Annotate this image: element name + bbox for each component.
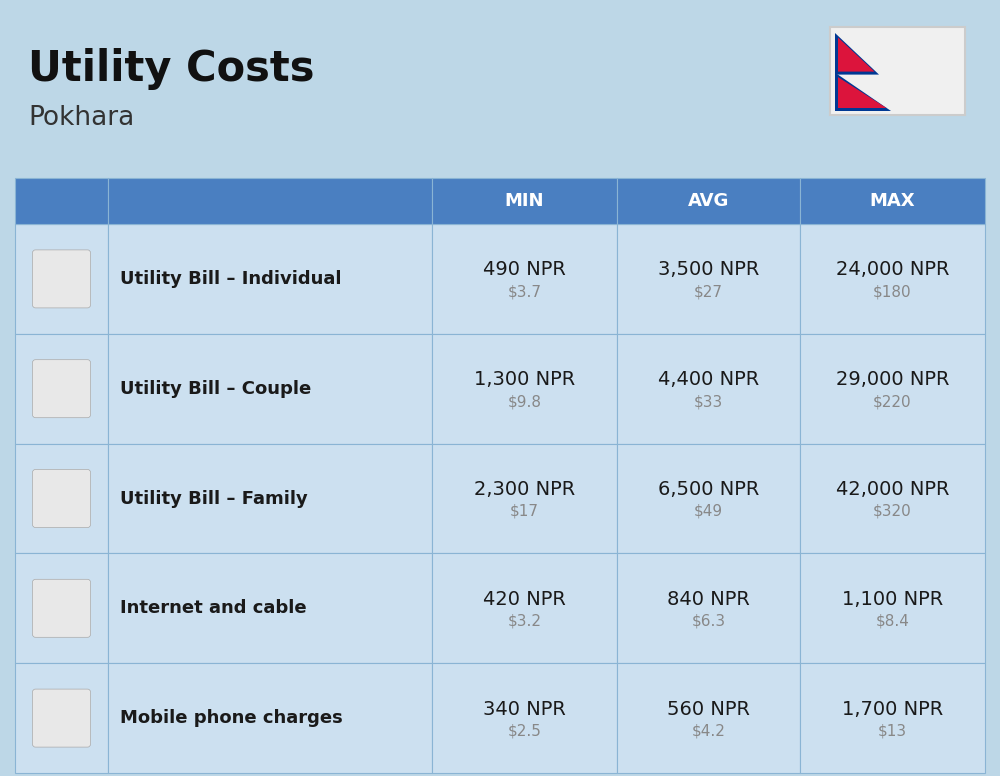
Bar — [15, 178, 108, 224]
Text: 3,500 NPR: 3,500 NPR — [658, 261, 759, 279]
Text: 420 NPR: 420 NPR — [483, 590, 566, 609]
Text: $2.5: $2.5 — [508, 723, 541, 739]
Text: Utility Costs: Utility Costs — [28, 48, 314, 90]
Text: Mobile phone charges: Mobile phone charges — [120, 709, 343, 727]
Text: $13: $13 — [878, 723, 907, 739]
Text: $49: $49 — [694, 504, 723, 519]
Text: Utility Bill – Individual: Utility Bill – Individual — [120, 270, 342, 288]
Bar — [15, 444, 108, 553]
Bar — [617, 444, 800, 553]
Bar — [108, 334, 432, 444]
Bar — [108, 553, 432, 663]
Text: $220: $220 — [873, 394, 912, 409]
Bar — [108, 224, 432, 334]
Bar — [800, 663, 985, 773]
Text: $17: $17 — [510, 504, 539, 519]
Text: 1,100 NPR: 1,100 NPR — [842, 590, 943, 609]
Text: AVG: AVG — [688, 192, 729, 210]
Text: $320: $320 — [873, 504, 912, 519]
Bar — [800, 444, 985, 553]
Bar — [432, 334, 617, 444]
Text: $27: $27 — [694, 284, 723, 300]
Bar — [15, 663, 108, 773]
Bar — [432, 663, 617, 773]
Bar — [800, 553, 985, 663]
Text: 1,700 NPR: 1,700 NPR — [842, 700, 943, 719]
Polygon shape — [835, 73, 891, 111]
FancyBboxPatch shape — [32, 689, 90, 747]
Bar — [800, 334, 985, 444]
Bar — [432, 444, 617, 553]
Polygon shape — [838, 37, 874, 71]
Bar — [432, 178, 617, 224]
Polygon shape — [835, 33, 879, 74]
Bar — [15, 553, 108, 663]
Text: 1,300 NPR: 1,300 NPR — [474, 370, 575, 390]
Bar — [15, 334, 108, 444]
Text: 42,000 NPR: 42,000 NPR — [836, 480, 949, 499]
Text: 6,500 NPR: 6,500 NPR — [658, 480, 759, 499]
Bar — [800, 178, 985, 224]
Bar — [617, 663, 800, 773]
Text: $180: $180 — [873, 284, 912, 300]
Text: $33: $33 — [694, 394, 723, 409]
Text: MIN: MIN — [505, 192, 544, 210]
Text: 340 NPR: 340 NPR — [483, 700, 566, 719]
FancyBboxPatch shape — [32, 250, 90, 308]
Bar — [830, 27, 965, 115]
Bar — [800, 224, 985, 334]
Bar — [617, 178, 800, 224]
Text: $6.3: $6.3 — [691, 614, 726, 629]
Bar — [432, 224, 617, 334]
Text: $4.2: $4.2 — [692, 723, 725, 739]
Text: 840 NPR: 840 NPR — [667, 590, 750, 609]
Polygon shape — [838, 77, 887, 108]
Bar — [617, 553, 800, 663]
FancyBboxPatch shape — [32, 580, 90, 637]
Bar — [432, 553, 617, 663]
Text: $3.2: $3.2 — [508, 614, 542, 629]
FancyBboxPatch shape — [32, 360, 90, 417]
Text: 29,000 NPR: 29,000 NPR — [836, 370, 949, 390]
Text: 560 NPR: 560 NPR — [667, 700, 750, 719]
Text: 24,000 NPR: 24,000 NPR — [836, 261, 949, 279]
Bar — [108, 663, 432, 773]
Text: 490 NPR: 490 NPR — [483, 261, 566, 279]
Text: $8.4: $8.4 — [876, 614, 909, 629]
Bar — [617, 334, 800, 444]
Text: MAX: MAX — [870, 192, 915, 210]
Text: $3.7: $3.7 — [508, 284, 542, 300]
Text: Pokhara: Pokhara — [28, 105, 134, 131]
Text: Utility Bill – Couple: Utility Bill – Couple — [120, 379, 311, 398]
Text: 4,400 NPR: 4,400 NPR — [658, 370, 759, 390]
FancyBboxPatch shape — [32, 469, 90, 528]
Text: 2,300 NPR: 2,300 NPR — [474, 480, 575, 499]
Text: Internet and cable: Internet and cable — [120, 599, 307, 617]
Text: $9.8: $9.8 — [508, 394, 542, 409]
Bar — [15, 224, 108, 334]
Bar — [617, 224, 800, 334]
Bar — [108, 444, 432, 553]
Text: Utility Bill – Family: Utility Bill – Family — [120, 490, 308, 508]
Bar — [108, 178, 432, 224]
